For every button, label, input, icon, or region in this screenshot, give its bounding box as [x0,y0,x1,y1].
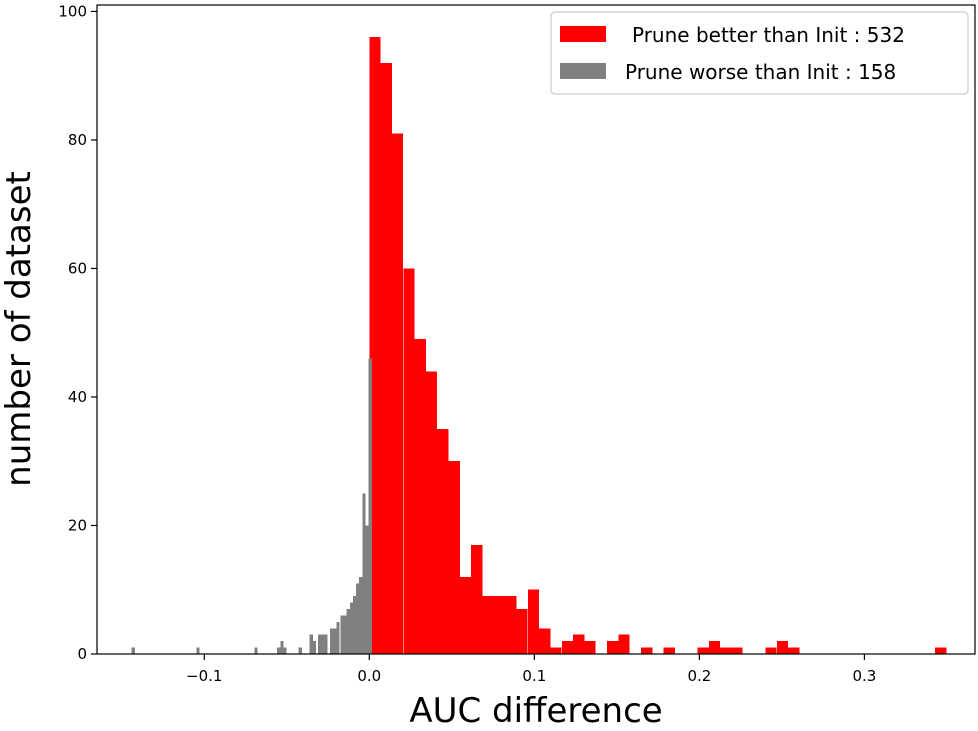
y-tick-label: 20 [68,516,87,534]
x-tick-label: −0.1 [186,667,222,685]
histogram-bar [482,596,494,654]
histogram-bar [359,576,363,654]
histogram-bar [471,544,483,654]
histogram-bar [776,641,789,654]
histogram-bar [561,641,574,654]
histogram-bar [618,634,630,654]
y-tick-label: 80 [68,131,87,149]
histogram-bar [333,628,337,654]
histogram-bar [321,634,325,654]
histogram-bar [731,647,743,654]
histogram-bar [527,589,540,654]
histogram-bar [505,596,517,654]
y-tick-label: 60 [68,259,87,277]
histogram-bar [343,615,347,654]
histogram-bar [935,647,947,654]
histogram-bar [131,647,135,654]
histogram-bar [368,358,372,654]
series-0-bars [369,37,947,654]
histogram-bar [572,634,585,654]
histogram-bar [516,609,528,654]
histogram-bar [277,647,281,654]
y-axis-title: number of dataset [0,171,39,487]
histogram-bar [403,268,415,654]
x-tick-label: 0.0 [357,667,381,685]
histogram-bar [539,628,551,654]
x-axis-title: AUC difference [409,691,662,727]
histogram-bar [324,634,328,654]
histogram-bar [550,647,562,654]
histogram-bar [437,429,449,654]
histogram-bar [312,641,317,654]
histogram-bar [663,647,675,654]
histogram-bar [356,583,360,654]
histogram-bar [414,339,426,654]
y-tick-label: 40 [68,388,87,406]
histogram-bar [584,641,596,654]
histogram-bar [788,647,800,654]
histogram-bar [459,576,472,654]
histogram-bar [640,647,653,654]
histogram-bar [720,647,732,654]
histogram-bar [283,647,287,654]
histogram-bar [254,647,258,654]
histogram-bar [330,628,334,654]
histogram-bar [309,634,313,654]
plot-frame [96,4,976,655]
legend-label-prune-better: Prune better than Init : 532 [632,23,905,47]
legend-frame [550,11,969,95]
ticks-layer: −0.1 0.0 0.1 0.2 0.3 0 20 40 60 80 100 [58,2,876,685]
histogram-bar [196,647,200,654]
histogram-bar [380,62,393,654]
series-1-bars [131,358,372,654]
histogram-bar [298,647,302,654]
histogram-bar [340,615,344,654]
histogram-bar [362,493,366,654]
histogram-bar [365,525,369,654]
histogram-bar [280,641,284,654]
histogram-bar [391,133,404,654]
x-tick-label: 0.3 [852,667,876,685]
histogram-bar [697,647,709,654]
histogram-bar [317,634,322,654]
histogram-bar [346,609,350,654]
histogram-bar [493,596,506,654]
histogram-bar [606,641,619,654]
y-tick-label: 0 [77,645,87,663]
histogram-bar [349,602,353,654]
histogram-bar [369,37,381,654]
y-tick-label: 100 [58,2,87,20]
histogram-bar [708,641,721,654]
bars-layer [131,37,947,654]
legend-swatch-prune-worse [560,63,606,79]
legend-swatch-prune-better [560,26,606,42]
histogram-bar [765,647,777,654]
histogram-bar [448,461,460,654]
legend-label-prune-worse: Prune worse than Init : 158 [625,60,896,84]
histogram-bar [425,371,438,654]
x-tick-label: 0.2 [687,667,711,685]
histogram-bar [352,596,357,654]
legend: Prune better than Init : 532 Prune worse… [550,11,969,95]
x-tick-label: 0.1 [522,667,546,685]
histogram-bar [336,621,340,654]
